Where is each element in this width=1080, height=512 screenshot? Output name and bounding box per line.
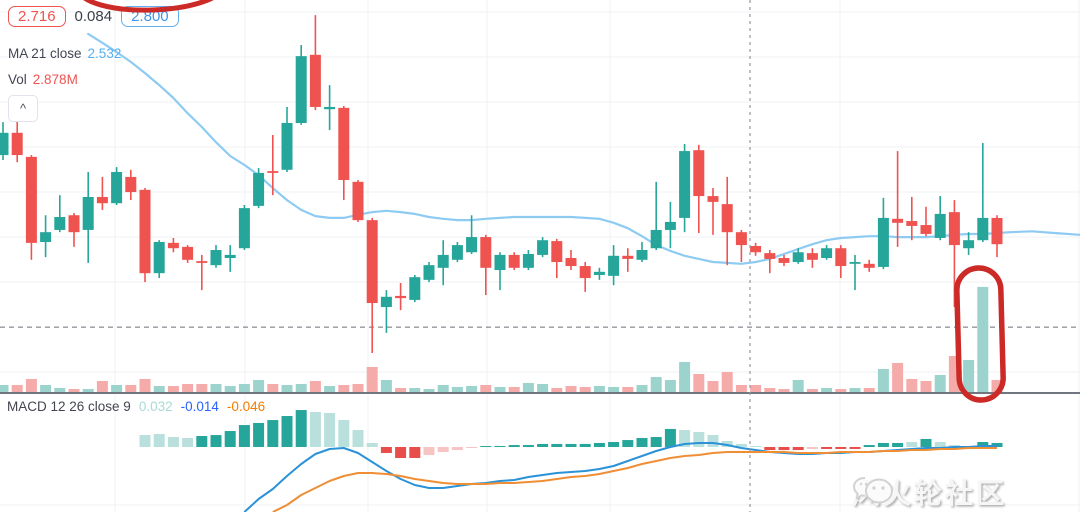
- spread-value: 0.084: [74, 8, 113, 25]
- ma-value: 2.532: [87, 46, 122, 61]
- price-quote-row: 2.716 0.084 2.800: [8, 6, 179, 27]
- chevron-up-icon: ^: [19, 100, 27, 116]
- buy-price-button[interactable]: 2.800: [121, 6, 179, 27]
- macd-line-value: -0.014: [180, 399, 219, 414]
- macd-label: MACD 12 26 close 9: [7, 399, 131, 414]
- macd-signal-value: -0.046: [226, 399, 266, 414]
- sell-price-button[interactable]: 2.716: [8, 6, 66, 27]
- macd-legend: MACD 12 26 close 9 0.032 -0.014 -0.046: [7, 399, 265, 414]
- pane-collapse-button[interactable]: ^: [8, 95, 38, 122]
- volume-legend: Vol 2.878M: [8, 72, 78, 87]
- macd-hist-value: 0.032: [138, 399, 173, 414]
- ma-legend: MA 21 close 2.532: [8, 46, 121, 61]
- volume-value: 2.878M: [32, 72, 78, 87]
- volume-label: Vol: [8, 72, 27, 87]
- ma-label: MA 21 close: [8, 46, 82, 61]
